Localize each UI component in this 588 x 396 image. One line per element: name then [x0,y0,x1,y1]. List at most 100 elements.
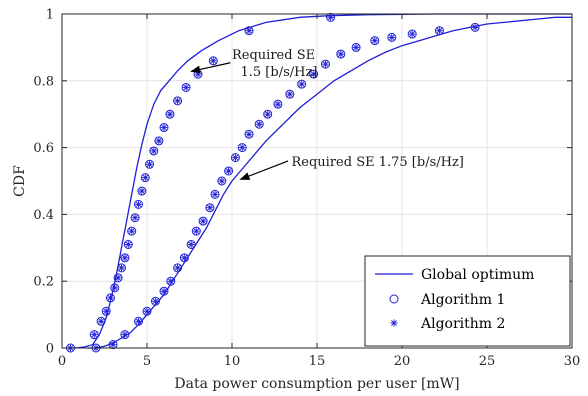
y-tick-label: 0.6 [33,141,54,156]
algorithm-1-marker [273,99,283,109]
star-stroke [146,161,153,168]
algorithm-1-marker [154,136,164,146]
star-stroke [210,57,217,64]
algorithm-2-marker [155,137,163,145]
legend-swatch-algorithm-2 [390,319,398,327]
star-stroke [98,318,104,325]
algorithm-1-marker [159,286,169,296]
algorithm-2-marker [232,154,239,162]
algorithm-2-marker [238,144,246,151]
star-stroke [118,265,125,271]
algorithm-2-marker [182,84,190,91]
algorithm-2-marker [102,307,110,315]
algorithm-2-marker [111,284,119,292]
star-stroke [436,27,443,34]
x-tick-label: 5 [143,354,151,369]
algorithm-2-marker [264,110,272,118]
algorithm-1-marker [285,89,295,99]
x-tick-label: 0 [58,354,66,369]
algorithm-1-marker [336,49,346,59]
algorithm-1-marker [309,69,319,79]
algorithm-1-marker [208,56,218,66]
algorithm-1-marker [123,239,133,249]
algorithm-1-marker [96,316,106,326]
star-stroke [225,168,232,174]
algorithm-2-marker [187,241,195,248]
algorithm-1-marker [89,330,99,340]
star-stroke [188,241,194,248]
algorithm-2-marker [352,44,360,51]
algorithm-1-marker [181,82,191,92]
plot-markers [66,12,480,353]
algorithm-1-marker [108,340,118,350]
algorithm-2-marker [286,90,294,98]
algorithm-1-marker [149,146,159,156]
star-stroke [139,188,145,194]
legend-box [364,255,571,347]
algorithm-1-marker [134,199,143,209]
global-optimum-curve-1 [67,13,572,349]
algorithm-1-marker [127,226,137,236]
algorithm-2-marker [135,200,142,208]
algorithm-2-marker [194,70,202,78]
star-stroke [132,214,138,221]
star-stroke [207,204,213,211]
star-stroke [256,121,262,127]
annotation-arrow-se-1-5 [190,62,231,74]
grid-lines [62,14,572,348]
star-stroke [122,255,128,261]
algorithm-2-marker [206,204,214,212]
algorithm-1-marker [321,59,330,69]
algorithm-2-marker [128,227,136,235]
algorithm-2-marker [245,27,253,35]
legend-swatch-algorithm-1 [389,294,399,304]
star-stroke [264,111,271,117]
algorithm-2-marker [174,264,181,272]
algorithm-1-marker [134,316,143,326]
star-stroke [135,318,142,325]
star-stroke [110,341,116,348]
algorithm-1-marker [165,109,175,119]
star-stroke [128,228,135,234]
star-stroke [389,34,395,41]
x-tick-label: 15 [309,354,326,369]
algorithm-2-marker [255,120,263,128]
algorithm-1-marker [370,36,380,46]
algorithm-1-marker [186,239,196,249]
algorithm-1-marker [205,203,215,213]
star-stroke [327,14,334,21]
algorithm-2-marker [90,331,98,339]
algorithm-1-marker [130,213,140,223]
algorithm-2-marker [211,190,219,198]
algorithm-1-marker [191,226,201,236]
algorithm-1-marker [113,273,123,283]
algorithm-2-marker [131,214,139,222]
x-tick-label: 25 [479,354,496,369]
x-axis-label: Data power consumption per user [mW] [174,376,459,392]
star-stroke [174,98,181,104]
star-stroke [103,308,109,315]
star-stroke [219,178,225,184]
algorithm-2-marker [322,60,329,68]
star-stroke [168,278,174,284]
algorithm-2-marker [174,97,181,105]
star-stroke [183,84,189,91]
algorithm-2-marker [167,277,175,285]
algorithm-2-marker [436,27,443,35]
curve-annotations: Required SE 1.5 [b/s/Hz] Required SE 1.7… [190,48,464,180]
star-stroke [167,111,173,117]
y-tick-label: 1 [46,8,54,23]
star-stroke [91,331,98,338]
star-stroke [135,201,142,208]
algorithm-2-marker [371,37,379,45]
algorithm-1-marker [159,123,169,133]
x-tick-label: 30 [564,354,581,369]
y-tick-label: 0.8 [33,74,54,89]
y-axis-label: CDF [12,165,28,197]
algorithm-1-marker [173,263,183,273]
algorithm-1-marker [179,253,189,263]
algorithm-1-marker [137,186,147,196]
algorithm-2-marker [118,264,125,272]
algorithm-1-marker [217,176,227,186]
